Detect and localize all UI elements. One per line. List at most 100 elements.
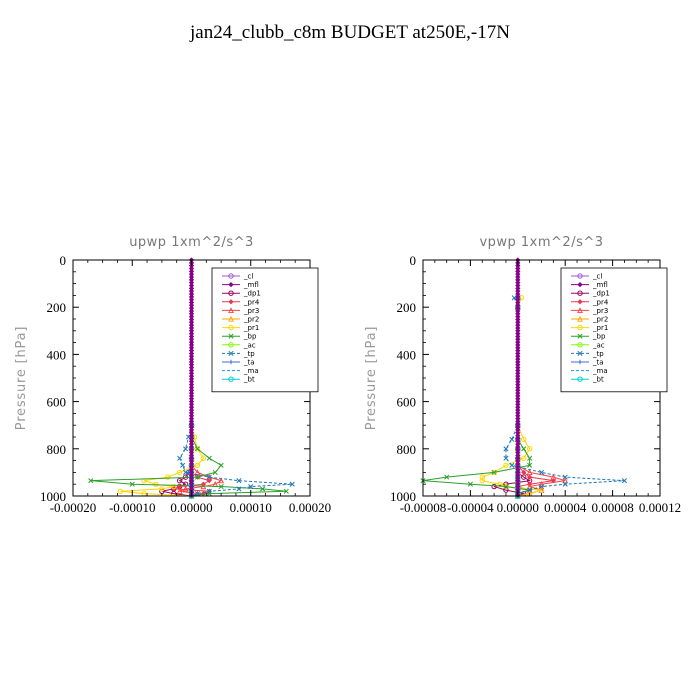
y-tick-label: 400	[47, 347, 67, 362]
series-line	[481, 297, 542, 497]
legend-label: _bp	[243, 333, 257, 341]
data-point	[526, 446, 533, 452]
legend-box	[211, 267, 319, 393]
data-point	[153, 481, 159, 487]
data-point	[206, 488, 212, 494]
y-tick-label: 800	[397, 442, 417, 457]
data-point	[129, 481, 135, 487]
data-point	[527, 487, 533, 493]
data-point	[444, 474, 450, 480]
data-point	[283, 488, 289, 494]
legend-marker	[577, 342, 583, 348]
legend-marker	[577, 376, 583, 382]
legend-label: _ac	[243, 341, 256, 349]
data-point	[562, 477, 569, 484]
legend-marker	[577, 273, 583, 279]
legend-marker	[228, 350, 234, 356]
legend-marker	[228, 315, 234, 322]
x-tick-label: 0.00012	[639, 500, 681, 515]
data-point	[176, 469, 183, 476]
legend-marker	[228, 273, 234, 279]
plot-title: upwp 1xm^2/s^3	[129, 235, 254, 250]
legend-label: _dp1	[592, 290, 610, 298]
data-point	[159, 486, 165, 492]
legend-label: _pr4	[592, 298, 609, 306]
data-point	[206, 455, 212, 461]
data-point	[509, 436, 515, 442]
x-tick-label: -0.00020	[50, 500, 97, 515]
data-point	[527, 474, 533, 480]
series-bp	[420, 295, 533, 499]
data-point	[491, 469, 497, 475]
data-point	[260, 486, 266, 492]
legend-label: _pr1	[592, 324, 608, 332]
x-tick-label: -0.00010	[109, 500, 156, 515]
legend-marker	[228, 359, 234, 365]
data-point	[621, 478, 628, 484]
legend-label: _dp1	[243, 290, 261, 298]
data-point	[194, 446, 201, 452]
legend-marker	[228, 281, 234, 288]
legend-label: _mfl	[592, 281, 608, 289]
y-tick-label: 1000	[40, 489, 66, 504]
legend-label: _bt	[243, 376, 255, 384]
legend-marker	[228, 376, 234, 382]
series-pr1	[479, 295, 545, 499]
legend-label: _cl	[243, 273, 253, 281]
data-point	[538, 469, 545, 475]
y-axis-label: Pressure [hPa]	[364, 326, 379, 430]
data-point	[117, 488, 124, 494]
data-point	[88, 478, 94, 484]
data-point	[289, 481, 295, 487]
data-point	[527, 455, 533, 461]
data-point	[538, 487, 545, 493]
legend-label: _pr1	[243, 324, 259, 332]
data-point	[176, 488, 183, 494]
series-dp1	[159, 422, 195, 499]
legend-label: _cl	[592, 273, 602, 281]
data-point	[182, 485, 189, 492]
legend-label: _pr3	[243, 307, 259, 315]
y-tick-label: 0	[410, 253, 417, 268]
data-point	[200, 455, 207, 461]
legend-marker	[577, 324, 583, 331]
legend-box	[560, 267, 668, 393]
y-tick-label: 1000	[390, 489, 416, 504]
data-point	[236, 478, 242, 484]
data-point	[503, 462, 509, 469]
legend-marker	[228, 299, 234, 305]
data-point	[521, 446, 527, 452]
data-point	[218, 477, 225, 484]
data-point	[218, 484, 224, 490]
zero-profile	[515, 257, 521, 498]
legend-marker	[228, 324, 234, 331]
y-tick-label: 200	[47, 300, 67, 315]
x-tick-label: 0.00000	[497, 500, 539, 515]
data-point	[503, 446, 509, 452]
legend: _cl_mfl_dp1_pr4_pr3_pr2_pr1_bp_ac_tp_ta_…	[211, 267, 319, 393]
legend-label: _pr4	[243, 298, 260, 306]
data-point	[550, 473, 557, 480]
data-point	[218, 462, 224, 468]
data-point	[180, 462, 186, 468]
data-point	[194, 474, 200, 480]
legend: _cl_mfl_dp1_pr4_pr3_pr2_pr1_bp_ac_tp_ta_…	[560, 267, 668, 393]
legend-label: _ta	[243, 359, 255, 367]
data-point	[171, 483, 177, 490]
legend-marker	[577, 315, 583, 322]
y-tick-label: 0	[60, 253, 67, 268]
x-tick-label: 0.00010	[230, 500, 272, 515]
legend-marker	[577, 307, 583, 314]
legend-label: _ma	[592, 367, 608, 375]
legend-label: _tp	[592, 350, 604, 358]
data-point	[562, 474, 568, 480]
data-point	[206, 474, 212, 480]
data-point	[527, 462, 533, 468]
y-tick-label: 800	[47, 442, 67, 457]
data-point	[479, 477, 485, 484]
y-axis-label: Pressure [hPa]	[14, 326, 29, 430]
legend-label: _pr3	[592, 307, 608, 315]
legend-label: _bt	[592, 376, 604, 384]
data-point	[526, 469, 533, 476]
